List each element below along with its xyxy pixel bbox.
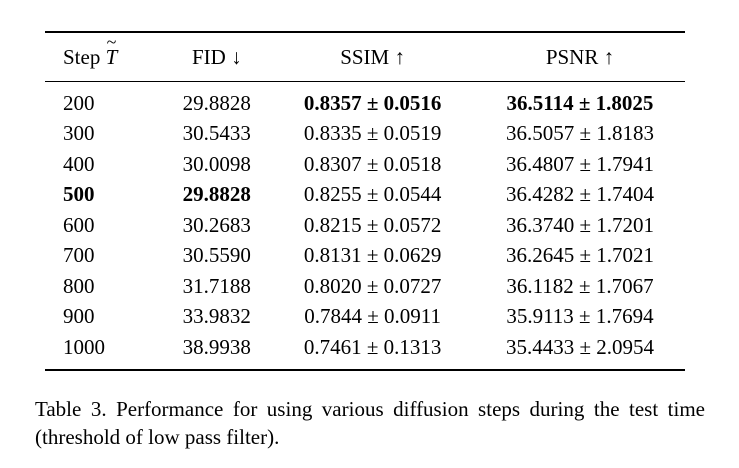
cell-psnr: 36.2645 ± 1.7021 [505, 243, 654, 268]
table-row: 900 33.9832 0.7844 ± 0.0911 35.9113 ± 1.… [45, 302, 685, 333]
cell-psnr: 35.4433 ± 2.0954 [505, 334, 654, 359]
table-caption: Table 3. Performance for using various d… [35, 397, 705, 449]
table-row: 300 30.5433 0.8335 ± 0.0519 36.5057 ± 1.… [45, 119, 685, 150]
header-psnr: PSNR ↑ [545, 44, 615, 69]
table-row: 800 31.7188 0.8020 ± 0.0727 36.1182 ± 1.… [45, 271, 685, 302]
header-step-label: Step [63, 44, 101, 69]
header-ssim: SSIM ↑ [340, 44, 405, 69]
header-step-symbol: T [106, 32, 118, 70]
table-row: 500 29.8828 0.8255 ± 0.0544 36.4282 ± 1.… [45, 180, 685, 211]
cell-ssim: 0.8215 ± 0.0572 [303, 212, 442, 237]
table-body: 200 29.8828 0.8357 ± 0.0516 36.5114 ± 1.… [45, 82, 685, 370]
cell-step: 800 [63, 273, 95, 298]
cell-fid: 29.8828 [182, 182, 251, 207]
cell-fid: 30.0098 [182, 151, 251, 176]
table-row: 1000 38.9938 0.7461 ± 0.1313 35.4433 ± 2… [45, 332, 685, 370]
cell-step: 300 [63, 121, 95, 146]
table-row: 700 30.5590 0.8131 ± 0.0629 36.2645 ± 1.… [45, 241, 685, 272]
cell-step: 600 [63, 212, 95, 237]
cell-ssim: 0.7461 ± 0.1313 [303, 334, 442, 359]
table-header-row: Step T FID ↓ SSIM ↑ PSNR ↑ [45, 32, 685, 82]
cell-ssim: 0.8307 ± 0.0518 [303, 151, 442, 176]
cell-ssim: 0.8131 ± 0.0629 [303, 243, 442, 268]
cell-psnr: 36.4282 ± 1.7404 [505, 182, 654, 207]
cell-fid: 38.9938 [182, 334, 251, 359]
cell-ssim: 0.8357 ± 0.0516 [303, 90, 442, 115]
cell-psnr: 36.3740 ± 1.7201 [505, 212, 654, 237]
cell-step: 1000 [63, 334, 105, 359]
table-row: 600 30.2683 0.8215 ± 0.0572 36.3740 ± 1.… [45, 210, 685, 241]
cell-ssim: 0.7844 ± 0.0911 [304, 304, 441, 329]
cell-fid: 30.5433 [182, 121, 251, 146]
cell-ssim: 0.8335 ± 0.0519 [303, 121, 442, 146]
cell-fid: 31.7188 [182, 273, 251, 298]
results-table-container: Step T FID ↓ SSIM ↑ PSNR ↑ 200 29.8828 0… [45, 31, 685, 371]
table-row: 200 29.8828 0.8357 ± 0.0516 36.5114 ± 1.… [45, 82, 685, 119]
cell-fid: 30.5590 [182, 243, 251, 268]
cell-step: 900 [63, 304, 95, 329]
cell-step: 500 [63, 182, 95, 207]
cell-psnr: 36.1182 ± 1.7067 [506, 273, 654, 298]
cell-ssim: 0.8020 ± 0.0727 [303, 273, 442, 298]
cell-fid: 33.9832 [182, 304, 251, 329]
cell-psnr: 36.4807 ± 1.7941 [505, 151, 654, 176]
cell-ssim: 0.8255 ± 0.0544 [303, 182, 442, 207]
header-step: Step T [45, 32, 163, 82]
cell-fid: 29.8828 [182, 90, 251, 115]
cell-step: 200 [63, 90, 95, 115]
cell-psnr: 36.5114 ± 1.8025 [506, 90, 654, 115]
results-table: Step T FID ↓ SSIM ↑ PSNR ↑ 200 29.8828 0… [45, 31, 685, 371]
cell-fid: 30.2683 [182, 212, 251, 237]
table-row: 400 30.0098 0.8307 ± 0.0518 36.4807 ± 1.… [45, 149, 685, 180]
cell-step: 700 [63, 243, 95, 268]
header-fid: FID ↓ [192, 44, 242, 69]
cell-psnr: 35.9113 ± 1.7694 [506, 304, 654, 329]
cell-psnr: 36.5057 ± 1.8183 [505, 121, 654, 146]
cell-step: 400 [63, 151, 95, 176]
